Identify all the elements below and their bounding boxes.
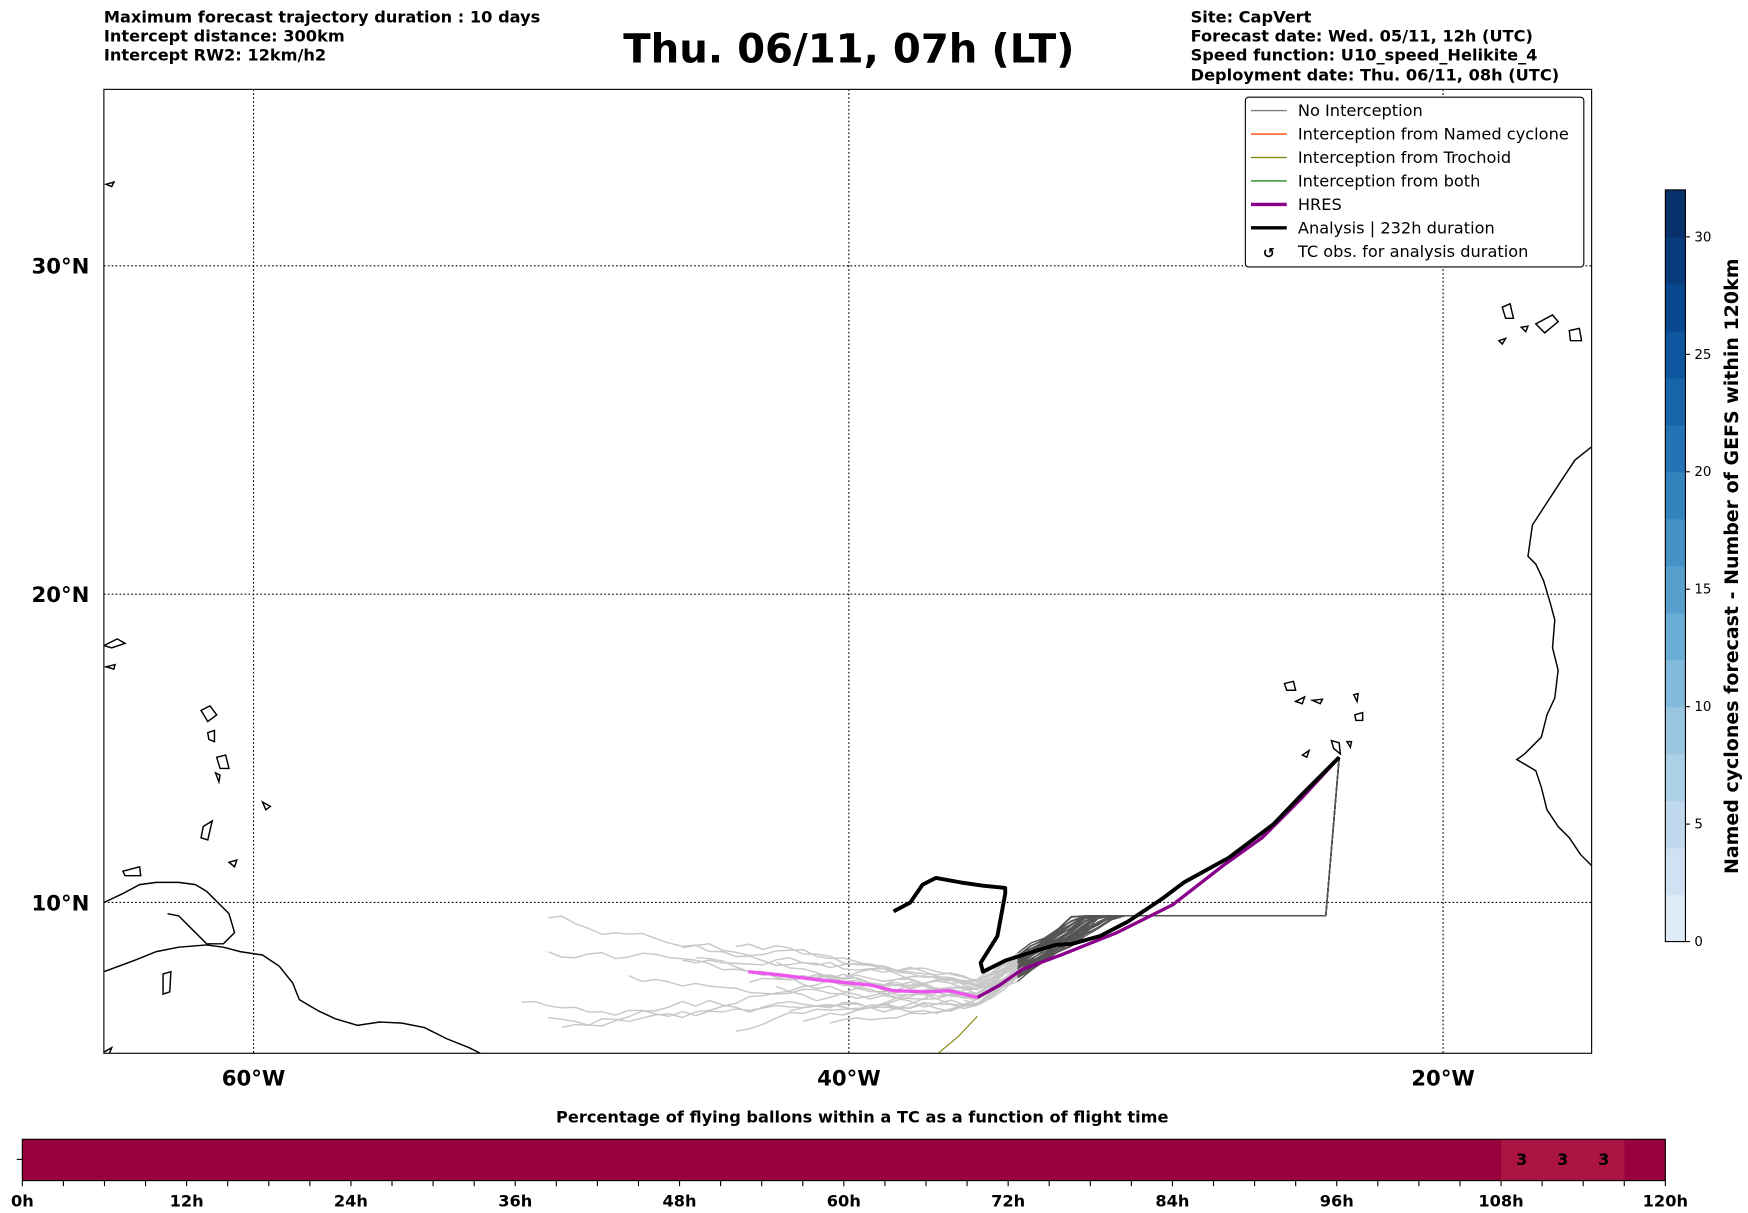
- colorbar-tick-label: 25: [1694, 348, 1711, 363]
- legend-label: No Interception: [1298, 101, 1423, 120]
- time-bar-base: [22, 1139, 1666, 1181]
- colorbar-bin: [1665, 189, 1686, 238]
- header-right: Site: CapVert Forecast date: Wed. 05/11,…: [1191, 7, 1559, 84]
- colorbar-bin: [1665, 471, 1686, 520]
- trajectory-late: [521, 976, 1018, 1018]
- colorbar-tick-label: 0: [1694, 935, 1703, 950]
- colorbar-label: Named cyclones forecast - Number of GEFS…: [1721, 259, 1743, 875]
- header-duration: Maximum forecast trajectory duration : 1…: [104, 7, 540, 26]
- legend: No Interception Interception from Named …: [1244, 96, 1585, 268]
- colorbar-bin: [1665, 377, 1686, 426]
- lat-label-10n: 10°N: [31, 891, 89, 916]
- header-left: Maximum forecast trajectory duration : 1…: [104, 7, 540, 64]
- colorbar-bin: [1665, 894, 1686, 943]
- time-bar-tick-label: 84h: [1155, 1191, 1189, 1210]
- legend-label: HRES: [1298, 195, 1342, 214]
- colorbar-bin: [1665, 706, 1686, 755]
- time-bar-cell: [1501, 1139, 1543, 1181]
- lat-labels: 30°N 20°N 10°N: [31, 255, 89, 917]
- time-bar-tick-label: 12h: [170, 1191, 204, 1210]
- colorbar-tick-label: 10: [1694, 700, 1711, 715]
- time-bar-tick-label: 0h: [11, 1191, 34, 1210]
- lon-label-20w: 20°W: [1411, 1067, 1475, 1092]
- colorbar-bin: [1665, 283, 1686, 332]
- colorbar-tick-label: 5: [1694, 818, 1703, 833]
- lon-label-40w: 40°W: [817, 1067, 881, 1092]
- time-bar-tick-label: 108h: [1478, 1191, 1523, 1210]
- colorbar-bin: [1665, 330, 1686, 379]
- lat-label-30n: 30°N: [31, 255, 89, 280]
- analysis-track: [892, 755, 1341, 974]
- time-bar-tick-label: 36h: [498, 1191, 532, 1210]
- trajectory-late: [561, 971, 1018, 1028]
- header-site: Site: CapVert: [1191, 7, 1312, 26]
- header-intercept-distance: Intercept distance: 300km: [104, 26, 345, 45]
- trajectory-late: [829, 975, 1018, 1024]
- colorbar-bin: [1665, 659, 1686, 708]
- legend-label: Interception from Trochoid: [1298, 148, 1511, 167]
- lat-label-20n: 20°N: [31, 583, 89, 608]
- time-bar-cell-value: 3: [1516, 1150, 1527, 1169]
- legend-label: TC obs. for analysis duration: [1297, 242, 1529, 261]
- time-bar-cell: [1542, 1139, 1584, 1181]
- trajectory-late: [963, 976, 1018, 1005]
- map-frame: [103, 88, 1593, 1054]
- colorbar-bin: [1665, 424, 1686, 473]
- hres-track-late: [748, 970, 978, 1000]
- page-title: Thu. 06/11, 07h (LT): [623, 27, 1074, 73]
- colorbar-bin: [1665, 518, 1686, 567]
- colorbar: 0 5 10 15 20 25 30 Named cyclones forecast - N…: [1664, 189, 1743, 950]
- time-bar-tick-label: 96h: [1320, 1191, 1354, 1210]
- time-bar-tick-label: 48h: [663, 1191, 697, 1210]
- trajectory: [1017, 757, 1340, 982]
- legend-label: Analysis | 232h duration: [1298, 218, 1495, 237]
- time-bar-tick-label: 120h: [1643, 1191, 1688, 1210]
- colorbar-bin: [1665, 236, 1686, 285]
- colorbar-tick-label: 20: [1694, 465, 1711, 480]
- header-deployment-date: Deployment date: Thu. 06/11, 08h (UTC): [1191, 65, 1559, 84]
- time-bar-cell-value: 3: [1557, 1150, 1568, 1169]
- header-forecast-date: Forecast date: Wed. 05/11, 12h (UTC): [1191, 26, 1533, 45]
- time-bar-tick-label: 24h: [334, 1191, 368, 1210]
- time-bar-cell: [1583, 1139, 1625, 1181]
- time-bar: Percentage of flying ballons within a TC…: [11, 1108, 1688, 1211]
- trajectory-late: [775, 961, 1018, 998]
- header-intercept-rw2: Intercept RW2: 12km/h2: [104, 45, 326, 64]
- time-bar-title: Percentage of flying ballons within a TC…: [556, 1108, 1169, 1127]
- time-bar-tick-label: 60h: [827, 1191, 861, 1210]
- colorbar-tick-label: 15: [1694, 583, 1711, 598]
- colorbar-bin: [1665, 753, 1686, 802]
- legend-label: Interception from both: [1298, 172, 1481, 191]
- colorbar-tick-label: 30: [1694, 230, 1711, 245]
- time-bar-cell-value: 3: [1598, 1150, 1609, 1169]
- header-speed-function: Speed function: U10_speed_Helikite_4: [1191, 45, 1538, 64]
- trajectory-late: [682, 942, 1019, 996]
- trajectory-late: [735, 980, 1018, 1032]
- colorbar-bin: [1665, 847, 1686, 896]
- trajectory-late: [548, 956, 1018, 1027]
- colorbar-bin: [1665, 800, 1686, 849]
- colorbar-bin: [1665, 612, 1686, 661]
- time-bar-tick-label: 72h: [991, 1191, 1025, 1210]
- trochoid-interception-track: [937, 1016, 978, 1054]
- lon-label-60w: 60°W: [222, 1067, 286, 1092]
- ensemble-trajectories: [521, 757, 1340, 1032]
- cyclone-symbol-icon: ↺: [1263, 246, 1275, 262]
- legend-label: Interception from Named cyclone: [1298, 125, 1569, 144]
- colorbar-bin: [1665, 565, 1686, 614]
- lon-labels: 60°W 40°W 20°W: [222, 1067, 1475, 1092]
- trajectory-late: [735, 943, 1019, 984]
- coastlines: [103, 180, 1592, 1054]
